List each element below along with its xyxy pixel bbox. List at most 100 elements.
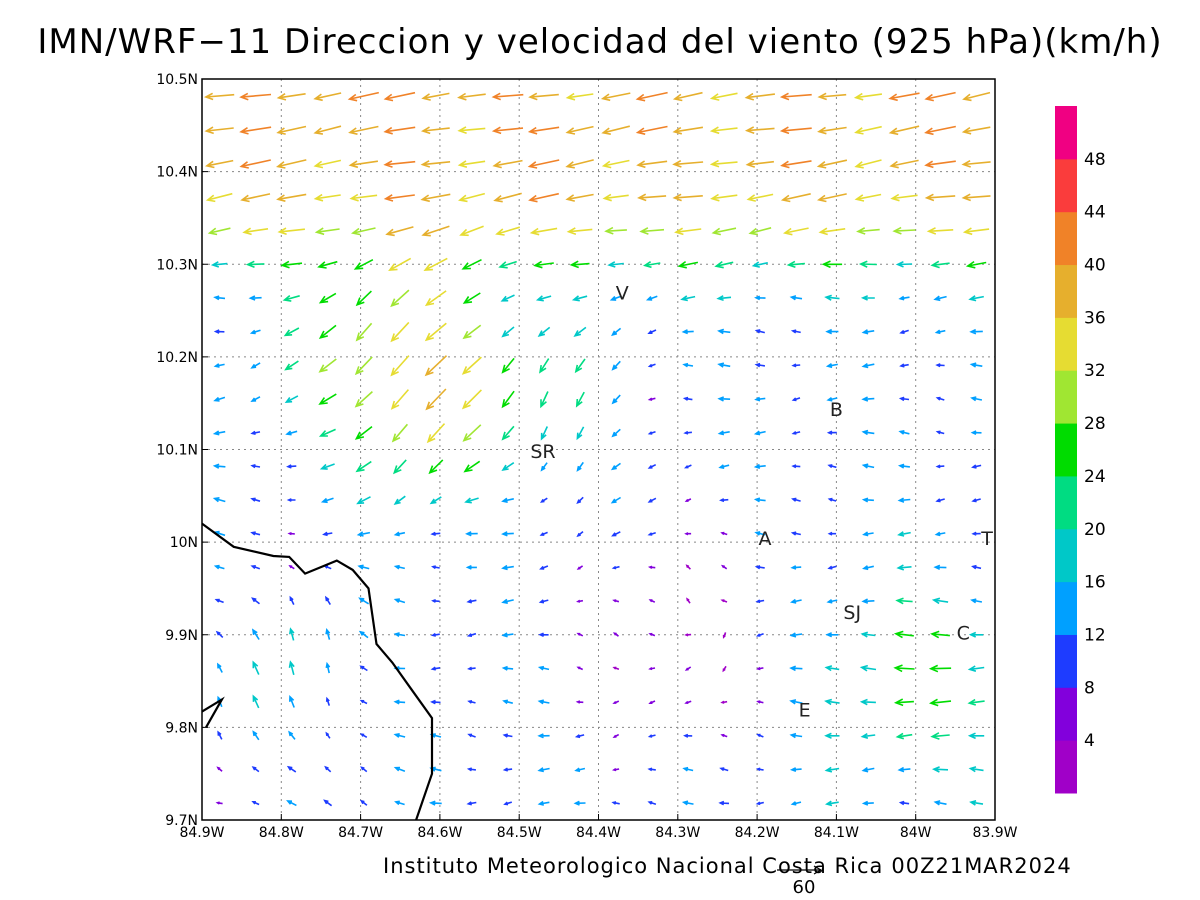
wind-arrow (861, 497, 874, 503)
wind-arrow (356, 496, 371, 505)
wind-arrow (348, 125, 379, 135)
wind-arrow (969, 328, 983, 335)
wind-arrow (682, 766, 694, 772)
wind-arrow (791, 464, 801, 469)
colorbar-swatch (1055, 423, 1077, 477)
wind-arrow (895, 260, 913, 268)
colorbar-label: 44 (1084, 203, 1106, 223)
wind-arrow (390, 321, 410, 343)
wind-arrow (252, 730, 260, 741)
wind-arrow (931, 766, 949, 773)
wind-arrow (861, 362, 875, 369)
wind-arrow (636, 160, 668, 169)
wind-arrow (503, 801, 513, 806)
wind-arrow (970, 396, 983, 402)
place-label: V (616, 282, 629, 304)
wind-arrow (501, 665, 514, 671)
x-tick-label: 84.6W (417, 825, 462, 841)
wind-arrow (492, 159, 523, 169)
wind-arrow (647, 463, 657, 469)
wind-arrow (537, 733, 550, 739)
wind-arrow (421, 92, 450, 101)
wind-arrow (967, 732, 985, 740)
wind-arrow (930, 260, 950, 269)
wind-arrow (780, 193, 811, 203)
wind-arrow (716, 295, 732, 302)
wind-arrow (611, 801, 620, 805)
wind-arrow (648, 599, 656, 603)
wind-arrow (318, 358, 337, 373)
wind-arrow (898, 295, 910, 301)
wind-arrow (313, 193, 341, 202)
wind-arrow (393, 632, 406, 637)
colorbar-label: 36 (1084, 308, 1106, 328)
wind-arrow (501, 632, 514, 638)
colorbar-swatch (1055, 740, 1077, 794)
wind-arrow (431, 599, 440, 603)
wind-arrow (861, 329, 875, 335)
wind-arrow (753, 497, 766, 503)
wind-arrow (611, 531, 621, 537)
wind-arrow (313, 92, 342, 102)
wind-arrow (714, 260, 734, 269)
wind-arrow (286, 800, 297, 807)
wind-arrow (824, 698, 840, 706)
wind-arrow (393, 495, 406, 505)
wind-arrow (934, 531, 946, 537)
wind-arrow (890, 193, 918, 202)
wind-arrow (790, 329, 801, 334)
wind-arrow (647, 531, 656, 536)
wind-arrow (424, 355, 448, 377)
wind-arrow (928, 664, 952, 673)
wind-arrow (924, 125, 956, 136)
wind-arrow (961, 193, 991, 202)
wind-arrow (539, 358, 550, 374)
wind-arrow (391, 423, 409, 443)
wind-arrow (899, 363, 909, 368)
wind-arrow (971, 531, 981, 536)
wind-arrow (611, 327, 622, 337)
wind-arrow (527, 159, 560, 169)
wind-arrow (359, 665, 368, 672)
wind-arrow (491, 92, 524, 101)
wind-arrow (826, 396, 838, 402)
footer-timestamp: 00Z21MAR2024 (891, 854, 1072, 878)
wind-arrow (323, 565, 332, 570)
wind-arrow (647, 430, 656, 435)
wind-arrow (889, 159, 919, 169)
wind-arrow (719, 767, 729, 772)
wind-arrow (288, 730, 296, 740)
place-label: SJ (843, 602, 861, 624)
wind-arrow (383, 160, 416, 168)
colorbar-swatch (1055, 581, 1077, 635)
wind-arrow (252, 660, 260, 675)
wind-arrow (935, 430, 945, 435)
wind-arrow (325, 731, 331, 739)
wind-arrow (789, 598, 802, 604)
wind-arrow (825, 363, 838, 369)
wind-arrow (859, 698, 876, 706)
wind-arrow (648, 632, 656, 637)
wind-arrow (861, 429, 875, 436)
x-tick-label: 84.9W (179, 825, 224, 841)
wind-arrow (824, 665, 840, 672)
wind-arrow (720, 599, 728, 603)
wind-arrow (245, 260, 265, 269)
wind-arrow (898, 430, 910, 435)
wind-arrow (502, 699, 513, 705)
wind-arrow (285, 430, 298, 436)
wind-arrow (711, 227, 737, 236)
wind-arrow (463, 460, 481, 473)
wind-arrow (213, 564, 225, 570)
wind-arrow (431, 565, 440, 570)
wind-arrow (574, 358, 586, 374)
wind-arrow (824, 294, 840, 301)
wind-arrow (354, 391, 373, 408)
place-labels: V SR B A SJ C E T (530, 282, 993, 721)
wind-arrow (318, 324, 337, 340)
wind-arrow (390, 289, 410, 308)
wind-arrow (779, 92, 812, 101)
colorbar-swatch (1055, 158, 1077, 213)
colorbar-label: 12 (1084, 625, 1106, 645)
wind-arrow (602, 193, 629, 202)
